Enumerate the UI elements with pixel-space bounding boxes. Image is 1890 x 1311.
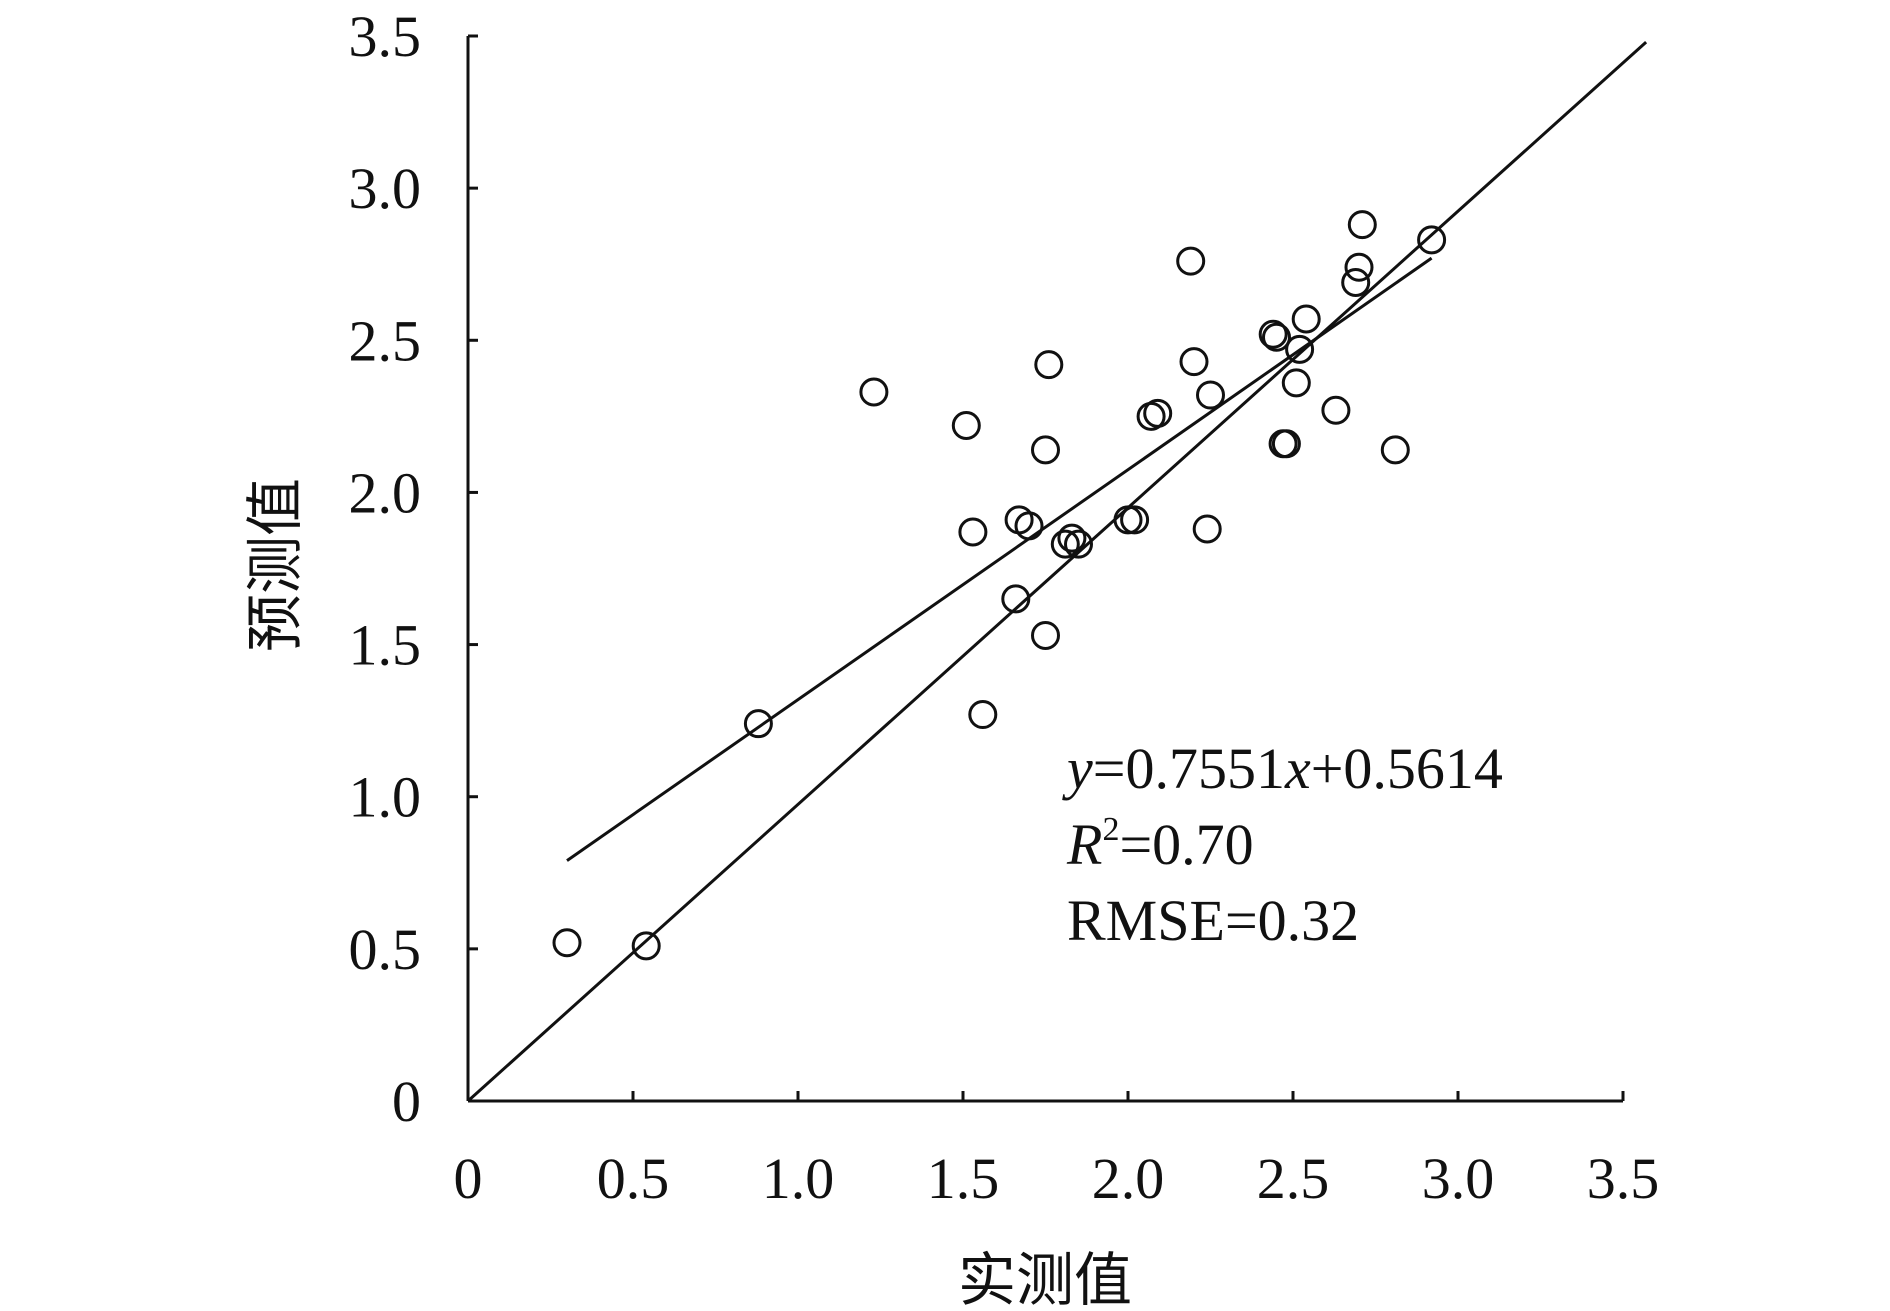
y-tick-label: 1.0 (349, 765, 422, 830)
data-point (1281, 368, 1311, 398)
data-point (1192, 514, 1222, 544)
y-axis-title: 预测值 (241, 478, 309, 652)
x-tick-label: 2.0 (1092, 1146, 1165, 1211)
x-tick-label: 3.5 (1587, 1146, 1660, 1211)
data-point (859, 377, 889, 407)
r-symbol: R (1066, 812, 1102, 877)
data-point (1050, 529, 1080, 559)
data-point (1014, 511, 1044, 541)
y-tick-label: 0 (392, 1069, 421, 1134)
eq-intercept: +0.5614 (1311, 736, 1503, 801)
identity-line (466, 40, 1648, 1103)
y-tick-label: 2.0 (349, 460, 422, 525)
data-point (1321, 395, 1351, 425)
data-point (1034, 350, 1064, 380)
data-point (631, 931, 661, 961)
ticks (466, 34, 1625, 1103)
data-point (968, 700, 998, 730)
data-point (1380, 435, 1410, 465)
data-point (951, 410, 981, 440)
data-point (1285, 334, 1315, 364)
data-point (1064, 529, 1093, 559)
y-tick-label: 3.0 (349, 156, 422, 221)
data-point (1001, 584, 1031, 614)
data-points (552, 210, 1447, 961)
data-point (743, 709, 773, 739)
eq-y-symbol: y (1062, 736, 1093, 801)
data-point (1262, 322, 1291, 352)
data-point (1031, 620, 1060, 650)
data-point (1031, 435, 1060, 465)
data-point (552, 928, 582, 958)
data-point (1344, 252, 1374, 282)
tick-labels: 0 0.5 1.0 1.5 2.0 2.5 3.0 3.5 0 0.5 1.0 1.5 2.0 2.5 3.… (349, 4, 1660, 1211)
y-tick-label: 3.5 (349, 4, 422, 69)
data-point (1417, 225, 1447, 255)
rmse-label: RMSE=0.32 (1067, 888, 1359, 953)
data-point (1143, 398, 1173, 428)
regression-equation: y=0.7551x+0.5614 (1062, 736, 1503, 801)
r-value: =0.70 (1119, 812, 1253, 877)
data-point (1258, 319, 1288, 349)
data-point (1120, 505, 1150, 535)
data-point (1196, 380, 1225, 410)
data-point (1291, 304, 1321, 334)
eq-coefficient: =0.7551 (1093, 736, 1285, 801)
r-squared-label: R2=0.70 (1066, 811, 1254, 877)
axes (466, 36, 1623, 1103)
data-point (1179, 347, 1209, 377)
data-point (1341, 267, 1371, 297)
x-tick-label: 1.5 (927, 1146, 1000, 1211)
data-point (1347, 210, 1377, 240)
data-point (1176, 246, 1206, 276)
data-point (958, 517, 988, 547)
y-tick-label: 0.5 (349, 917, 422, 982)
regression-line (566, 256, 1433, 862)
fit-lines (466, 40, 1648, 1103)
eq-x-symbol: x (1284, 736, 1311, 801)
data-point (1057, 523, 1087, 553)
x-tick-label: 1.0 (762, 1146, 835, 1211)
x-tick-label: 0 (454, 1146, 483, 1211)
data-point (1113, 505, 1143, 535)
data-point (1271, 429, 1301, 459)
y-tick-label: 2.5 (349, 308, 422, 373)
annotation-block: y=0.7551x+0.5614 R2=0.70 RMSE=0.32 (1062, 736, 1503, 953)
r-superscript: 2 (1102, 811, 1119, 848)
x-tick-label: 3.0 (1422, 1146, 1495, 1211)
x-tick-label: 2.5 (1257, 1146, 1330, 1211)
x-axis-title: 实测值 (958, 1246, 1132, 1311)
y-tick-label: 1.5 (349, 613, 422, 678)
x-tick-label: 0.5 (597, 1146, 670, 1211)
